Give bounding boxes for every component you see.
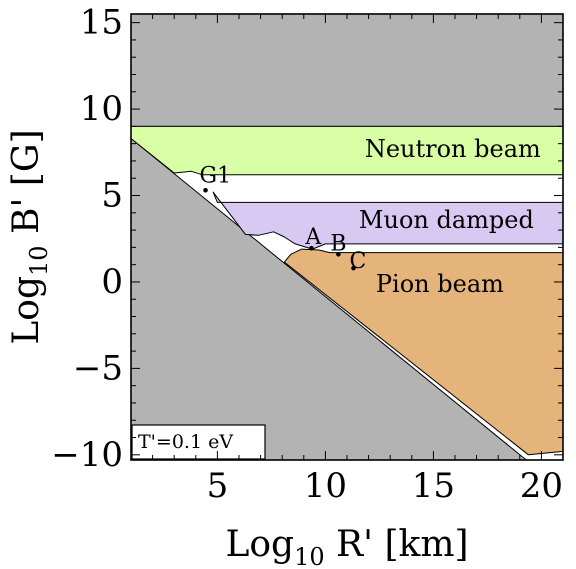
point-label-C: C xyxy=(350,249,367,274)
x-axis: 5 10 15 20 xyxy=(130,14,564,506)
x-axis-title-rest: R' [km] xyxy=(325,524,469,565)
x-tick-label: 5 xyxy=(207,466,229,506)
y-axis-title-subscript: 10 xyxy=(25,245,53,276)
y-axis-title-rest: B' [G] xyxy=(6,129,47,245)
y-tick-label: 10 xyxy=(80,89,123,129)
x-tick-label: 15 xyxy=(412,466,455,506)
point-label-G1: G1 xyxy=(200,163,232,188)
point-B xyxy=(336,252,341,257)
y-tick-label: −10 xyxy=(51,435,123,475)
y-tick-label: 0 xyxy=(101,262,123,302)
y-tick-label: 5 xyxy=(101,176,123,216)
x-axis-title-subscript: 10 xyxy=(294,543,325,569)
region-label-pion-beam: Pion beam xyxy=(376,270,504,298)
region-muon-damped xyxy=(212,191,564,250)
annotation-box-text: T'=0.1 eV xyxy=(138,431,233,453)
y-axis-title: Log10 B' [G] xyxy=(6,129,53,344)
point-label-A: A xyxy=(304,225,322,250)
annotation-box: T'=0.1 eV xyxy=(131,424,266,460)
region-labels-layer: Neutron beam Muon damped Pion beam xyxy=(359,135,541,298)
x-axis-title: Log10 R' [km] xyxy=(225,524,468,569)
x-axis-title-main: Log xyxy=(225,524,294,565)
point-C xyxy=(351,265,356,271)
annotation-box-frame xyxy=(131,424,266,460)
point-label-B: B xyxy=(330,231,346,256)
region-label-muon-damped: Muon damped xyxy=(359,206,534,234)
y-tick-label: 15 xyxy=(80,3,123,43)
y-axis: −10 −5 0 5 10 15 xyxy=(51,3,563,475)
region-pion-beam xyxy=(283,248,564,456)
point-G1 xyxy=(203,188,208,193)
y-tick-label: −5 xyxy=(73,348,123,388)
regions-layer xyxy=(130,13,564,461)
points-layer: G1 A BC xyxy=(200,163,367,274)
region-label-neutron-beam: Neutron beam xyxy=(365,135,541,163)
x-tick-label: 10 xyxy=(304,466,347,506)
y-axis-title-main: Log xyxy=(6,276,47,345)
region-neutron-beam xyxy=(130,125,564,176)
x-tick-label: 20 xyxy=(520,466,563,506)
region-excluded-top xyxy=(130,13,564,127)
point-A xyxy=(309,245,314,251)
